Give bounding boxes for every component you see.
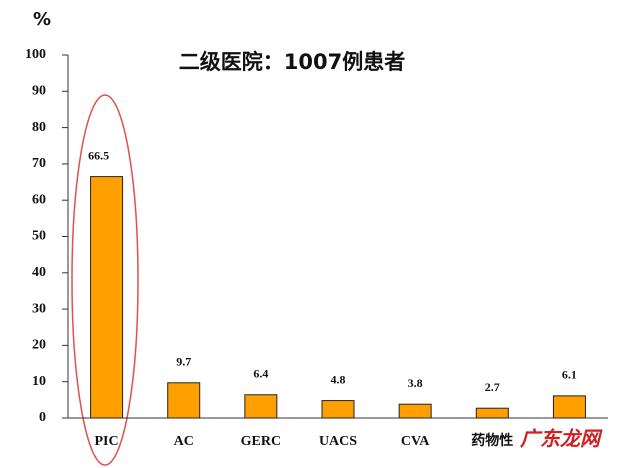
y-tick-label: 50 bbox=[32, 229, 46, 244]
y-tick-label: 40 bbox=[32, 265, 46, 280]
bar bbox=[321, 400, 355, 419]
y-tick-label: 70 bbox=[32, 156, 46, 171]
bar bbox=[552, 395, 586, 419]
bar bbox=[167, 382, 201, 419]
x-tick-label: 药物性 bbox=[471, 432, 513, 449]
value-label: 4.8 bbox=[331, 372, 346, 386]
x-tick-label: AC bbox=[174, 434, 194, 449]
value-label: 3.8 bbox=[408, 376, 423, 390]
value-label: 9.7 bbox=[176, 355, 191, 369]
bar bbox=[90, 176, 124, 419]
bar bbox=[244, 394, 278, 419]
y-tick-label: 90 bbox=[32, 84, 46, 99]
bar bbox=[398, 403, 432, 419]
highlight-ellipse bbox=[71, 94, 139, 466]
y-tick-label: 0 bbox=[39, 410, 46, 425]
value-label: 2.7 bbox=[485, 380, 500, 394]
value-label: 6.4 bbox=[253, 367, 268, 381]
value-label: 6.1 bbox=[562, 368, 577, 382]
x-tick-label: UACS bbox=[319, 434, 357, 449]
watermark: 广东龙网 bbox=[520, 427, 603, 451]
y-axis-label: % bbox=[33, 9, 51, 30]
y-tick-label: 10 bbox=[32, 374, 46, 389]
x-tick-label: CVA bbox=[401, 434, 430, 449]
value-label: 66.5 bbox=[88, 148, 109, 162]
x-tick-label: PIC bbox=[95, 434, 119, 449]
y-tick-label: 100 bbox=[25, 47, 46, 62]
x-tick-label: GERC bbox=[241, 434, 281, 449]
chart-title: 二级医院：1007例患者 bbox=[179, 50, 405, 74]
y-tick-label: 20 bbox=[32, 338, 46, 353]
bar bbox=[475, 407, 509, 419]
y-tick-label: 60 bbox=[32, 192, 46, 207]
y-tick-label: 80 bbox=[32, 120, 46, 135]
y-tick-label: 30 bbox=[32, 301, 46, 316]
